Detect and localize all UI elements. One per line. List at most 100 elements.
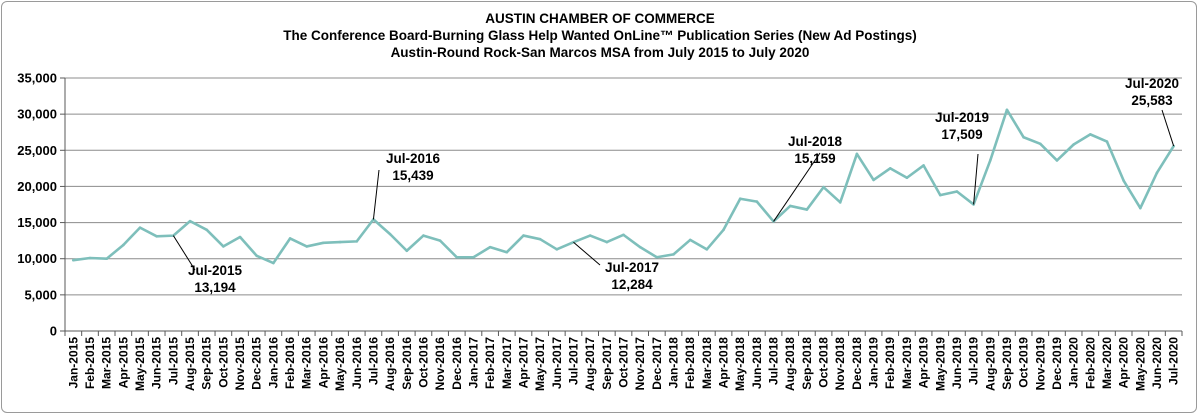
data-point (72, 258, 75, 262)
y-tick-label: 30,000 (17, 107, 57, 122)
x-tick-label: Sep-2017 (600, 337, 614, 390)
x-tick-label: Aug-2017 (583, 337, 597, 391)
x-tick-label: Feb-2018 (683, 337, 697, 389)
annotation-value: 15,159 (794, 151, 835, 166)
x-tick-label: Jul-2015 (166, 337, 180, 385)
data-point (938, 193, 942, 197)
data-point (955, 190, 959, 193)
x-tick-label: Mar-2017 (500, 337, 514, 389)
x-tick-label: Feb-2020 (1083, 337, 1097, 389)
data-point (755, 200, 759, 203)
x-tick-label: May-2020 (1133, 337, 1147, 391)
data-point (705, 248, 709, 251)
annotation-leader (372, 169, 380, 220)
x-tick-label: Aug-2016 (383, 337, 397, 391)
annotation-leader (773, 152, 821, 222)
data-point (1022, 135, 1025, 139)
x-tick-label: Oct-2016 (416, 337, 430, 388)
x-tick-label: Dec-2015 (250, 337, 264, 390)
y-tick-label: 10,000 (17, 251, 57, 266)
x-tick-label: Dec-2016 (450, 337, 464, 390)
x-tick-label: Mar-2018 (700, 337, 714, 389)
x-tick-label: Jan-2016 (266, 337, 280, 389)
x-tick-label: May-2019 (933, 337, 947, 391)
x-tick-label: Jan-2019 (867, 337, 881, 389)
data-point (438, 239, 442, 242)
annotation-label: Jul-2016 (386, 151, 441, 166)
x-tick-label: Aug-2015 (183, 337, 197, 391)
gridlines (65, 77, 1182, 296)
x-tick-label: Aug-2018 (783, 337, 797, 391)
x-tick-label: Mar-2015 (100, 337, 114, 389)
x-tick-label: Jun-2016 (350, 337, 364, 389)
x-tick-label: Nov-2017 (633, 337, 647, 391)
data-point (805, 208, 809, 211)
x-tick-label: Nov-2018 (833, 337, 847, 391)
annotation-value: 17,509 (941, 127, 982, 142)
annotations: Jul-2015 13,194 Jul-2016 15,439 Jul-2017 12,2… (172, 76, 1179, 295)
data-point (922, 164, 925, 167)
x-tick-label: Apr-2015 (116, 337, 130, 389)
data-point (455, 255, 459, 259)
data-point (272, 261, 275, 265)
annotation-value: 12,284 (611, 277, 653, 292)
data-point (522, 234, 525, 237)
data-point (322, 241, 325, 245)
annotation-leader (573, 241, 601, 266)
data-point (222, 245, 225, 248)
x-tick-label: Jan-2017 (466, 337, 480, 389)
data-point (205, 228, 209, 232)
data-point (1072, 143, 1075, 146)
data-point (505, 250, 509, 254)
x-tick-label: Jun-2015 (150, 337, 164, 389)
y-tick-label: 35,000 (17, 71, 57, 86)
data-point (722, 228, 725, 232)
x-tick-label: Apr-2017 (516, 337, 530, 389)
data-point (238, 235, 242, 239)
x-tick-label: Apr-2016 (316, 337, 330, 389)
data-point (1055, 159, 1059, 162)
data-point (488, 245, 492, 249)
x-tick-label: Jun-2019 (950, 337, 964, 389)
chart-titles: AUSTIN CHAMBER OF COMMERCE The Conferenc… (283, 11, 917, 60)
data-point (555, 248, 559, 251)
data-point (288, 237, 292, 240)
data-point (605, 240, 609, 244)
x-tick-label: Jan-2015 (66, 337, 80, 389)
data-point (1038, 142, 1042, 146)
x-tick-label: Mar-2020 (1100, 337, 1114, 389)
x-tick-label: Feb-2017 (483, 337, 497, 389)
data-point (855, 152, 859, 156)
x-tick-label: Mar-2016 (300, 337, 314, 389)
data-point (688, 238, 692, 242)
data-point (1105, 140, 1109, 143)
annotation-leader (973, 153, 979, 205)
y-tick-label: 5,000 (24, 287, 57, 302)
data-point (88, 256, 92, 260)
axes (64, 78, 1182, 332)
annotation-leader (1161, 109, 1175, 147)
y-tick-label: 20,000 (17, 179, 57, 194)
x-tick-label: Jan-2018 (667, 337, 681, 389)
data-point (838, 201, 842, 204)
series-group (72, 108, 1175, 265)
data-point (1122, 179, 1125, 182)
annotation-leader (172, 235, 196, 271)
data-point (338, 240, 342, 244)
data-point (538, 237, 542, 241)
x-tick-label: Feb-2015 (83, 337, 97, 389)
chart-subtitle-line-1: The Conference Board-Burning Glass Help … (283, 28, 917, 43)
x-tick-label: Sep-2018 (800, 337, 814, 390)
data-point (988, 159, 992, 162)
x-tick-label: Nov-2015 (233, 337, 247, 391)
x-tick-label: Apr-2018 (717, 337, 731, 389)
annotation-label: Jul-2017 (605, 260, 659, 275)
x-tick-label: Aug-2019 (983, 337, 997, 391)
data-point (138, 226, 142, 229)
y-tick-label: 25,000 (17, 143, 57, 158)
x-tick-label: Oct-2017 (617, 337, 631, 388)
x-tick-label: Jun-2020 (1150, 337, 1164, 389)
x-tick-label: Oct-2019 (1017, 337, 1031, 388)
x-tick-label: May-2017 (533, 337, 547, 391)
x-tick-label: Nov-2016 (433, 337, 447, 391)
